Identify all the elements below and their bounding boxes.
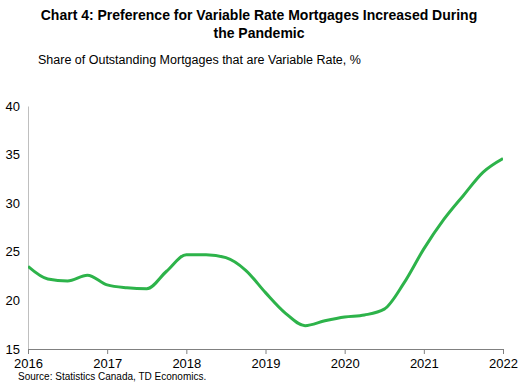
y-tick: 40	[6, 99, 28, 114]
plot-area: 15 20 25 30 35 40 2016 2017 2018 2019 2020 2021 2022	[6, 99, 518, 372]
y-tick-label: 15	[6, 342, 20, 357]
x-tick: 2017	[93, 349, 122, 371]
x-tick: 2016	[14, 349, 43, 371]
y-tick: 15	[6, 342, 28, 357]
series-group	[28, 158, 503, 325]
y-tick-label: 40	[6, 99, 20, 114]
x-tick-label: 2022	[489, 356, 518, 371]
chart-title-line: the Pandemic	[213, 25, 304, 41]
chart-svg: Chart 4: Preference for Variable Rate Mo…	[0, 0, 518, 386]
x-tick-mark	[424, 349, 425, 354]
y-axis-line	[28, 107, 29, 350]
chart-title-line: Chart 4: Preference for Variable Rate Mo…	[41, 7, 477, 23]
x-tick-label: 2016	[14, 356, 43, 371]
x-tick-mark	[503, 349, 504, 354]
x-tick: 2018	[172, 349, 201, 371]
x-tick-mark	[28, 349, 29, 354]
y-tick-label: 35	[6, 147, 20, 162]
x-tick-label: 2018	[172, 356, 201, 371]
x-tick: 2020	[331, 349, 360, 371]
y-tick: 35	[6, 147, 28, 162]
y-tick-label: 30	[6, 196, 20, 211]
x-tick: 2021	[410, 349, 439, 371]
series-line	[28, 158, 503, 325]
x-tick: 2019	[252, 349, 281, 371]
y-tick-label: 20	[6, 293, 20, 308]
x-tick-label: 2020	[331, 356, 360, 371]
x-tick-mark	[107, 349, 108, 354]
x-tick-mark	[345, 349, 346, 354]
y-tick: 30	[6, 196, 28, 211]
x-tick-label: 2021	[410, 356, 439, 371]
x-tick: 2022	[489, 349, 518, 371]
y-tick-label: 25	[6, 244, 20, 259]
x-tick-label: 2019	[252, 356, 281, 371]
y-axis: 15 20 25 30 35 40	[6, 99, 29, 357]
x-axis: 2016 2017 2018 2019 2020 2021 2022	[14, 349, 518, 371]
x-tick-mark	[186, 349, 187, 354]
chart-title: Chart 4: Preference for Variable Rate Mo…	[41, 7, 477, 41]
source-note: Source: Statistics Canada, TD Economics.	[18, 371, 206, 382]
chart-container: Chart 4: Preference for Variable Rate Mo…	[0, 0, 518, 386]
y-tick: 25	[6, 244, 28, 259]
x-tick-mark	[266, 349, 267, 354]
x-tick-label: 2017	[93, 356, 122, 371]
y-tick: 20	[6, 293, 28, 308]
chart-subtitle: Share of Outstanding Mortgages that are …	[38, 53, 361, 67]
